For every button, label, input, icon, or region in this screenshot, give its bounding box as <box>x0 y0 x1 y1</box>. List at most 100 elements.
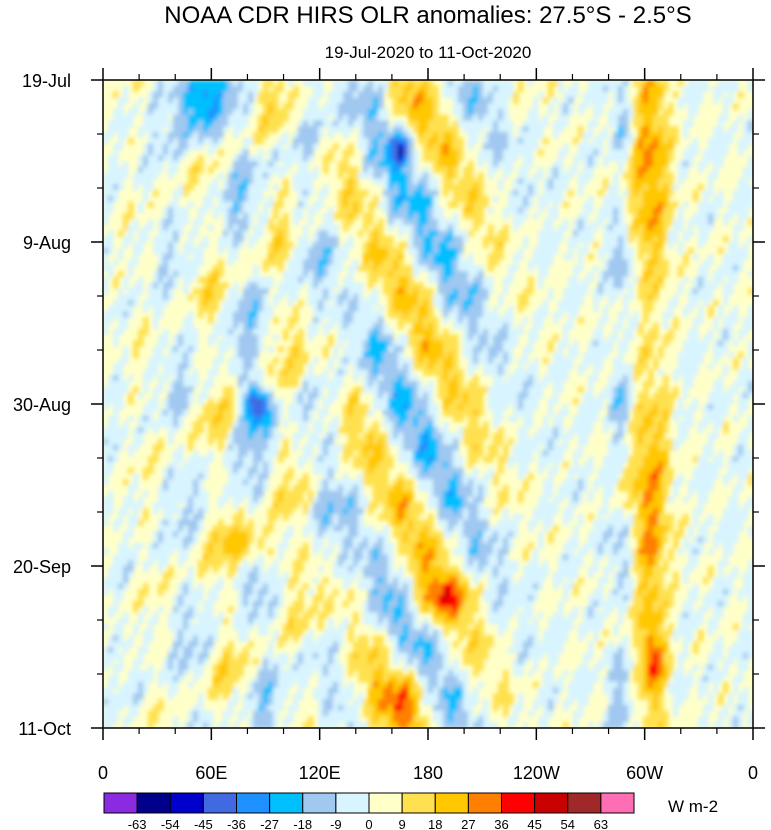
anomaly-cell <box>308 155 314 162</box>
anomaly-cell <box>188 294 194 301</box>
anomaly-cell <box>198 294 204 301</box>
anomaly-cell <box>478 265 484 272</box>
anomaly-cell <box>608 270 614 278</box>
anomaly-cell <box>103 172 109 179</box>
anomaly-cell <box>623 294 629 301</box>
anomaly-cell <box>268 276 274 284</box>
anomaly-cell <box>168 103 174 110</box>
anomaly-cell <box>643 155 649 162</box>
anomaly-cell <box>443 398 449 405</box>
anomaly-cell <box>403 380 409 388</box>
anomaly-cell <box>528 155 534 162</box>
anomaly-cell <box>648 137 654 145</box>
anomaly-cell <box>503 172 509 179</box>
anomaly-cell <box>163 242 169 249</box>
anomaly-cell <box>478 91 484 98</box>
anomaly-cell <box>308 404 314 411</box>
anomaly-cell <box>628 103 634 110</box>
anomaly-cell <box>643 103 649 110</box>
anomaly-cell <box>303 132 309 139</box>
anomaly-cell <box>458 236 464 243</box>
anomaly-cell <box>348 323 354 330</box>
anomaly-cell <box>163 236 169 243</box>
anomaly-cell <box>743 143 749 151</box>
anomaly-cell <box>723 392 729 399</box>
anomaly-cell <box>423 114 429 122</box>
anomaly-cell <box>588 143 594 151</box>
anomaly-cell <box>173 242 179 249</box>
anomaly-cell <box>303 172 309 179</box>
anomaly-cell <box>558 380 564 388</box>
anomaly-cell <box>228 201 234 208</box>
anomaly-cell <box>213 276 219 284</box>
anomaly-cell <box>378 91 384 98</box>
anomaly-cell <box>173 218 179 226</box>
anomaly-cell <box>318 282 324 289</box>
anomaly-cell <box>648 184 654 191</box>
anomaly-cell <box>593 346 599 353</box>
anomaly-cell <box>648 328 654 336</box>
anomaly-cell <box>663 189 669 197</box>
anomaly-cell <box>358 126 364 133</box>
anomaly-cell <box>523 346 529 353</box>
anomaly-cell <box>233 207 239 214</box>
anomaly-cell <box>633 404 639 411</box>
anomaly-cell <box>603 132 609 139</box>
anomaly-cell <box>653 288 659 295</box>
anomaly-cell <box>658 126 664 133</box>
anomaly-cell <box>428 178 434 185</box>
anomaly-cell <box>398 346 404 353</box>
anomaly-cell <box>488 276 494 284</box>
anomaly-cell <box>413 189 419 197</box>
anomaly-cell <box>208 91 214 98</box>
anomaly-cell <box>493 392 499 399</box>
anomaly-cell <box>293 282 299 289</box>
anomaly-cell <box>598 351 604 359</box>
anomaly-cell <box>413 351 419 359</box>
anomaly-cell <box>163 369 169 376</box>
anomaly-cell <box>208 299 214 307</box>
anomaly-cell <box>653 265 659 272</box>
anomaly-cell <box>293 392 299 399</box>
anomaly-cell <box>273 357 279 365</box>
anomaly-cell <box>618 276 624 284</box>
anomaly-cell <box>598 137 604 145</box>
anomaly-cell <box>708 288 714 295</box>
anomaly-cell <box>608 207 614 214</box>
anomaly-cell <box>328 270 334 278</box>
anomaly-cell <box>668 126 674 133</box>
anomaly-cell <box>328 224 334 232</box>
anomaly-cell <box>643 132 649 139</box>
anomaly-cell <box>123 166 129 174</box>
anomaly-cell <box>348 207 354 214</box>
anomaly-cell <box>413 392 419 399</box>
anomaly-cell <box>353 323 359 330</box>
anomaly-cell <box>703 230 709 237</box>
anomaly-cell <box>188 351 194 359</box>
anomaly-cell <box>143 120 149 127</box>
anomaly-cell <box>383 178 389 185</box>
anomaly-cell <box>158 80 164 87</box>
anomaly-cell <box>428 409 434 417</box>
anomaly-cell <box>543 137 549 145</box>
anomaly-cell <box>238 386 244 394</box>
anomaly-cell <box>298 137 304 145</box>
anomaly-cell <box>243 218 249 226</box>
anomaly-cell <box>268 155 274 162</box>
anomaly-cell <box>693 253 699 260</box>
anomaly-cell <box>503 380 509 388</box>
anomaly-cell <box>548 213 554 220</box>
anomaly-cell <box>258 404 264 411</box>
anomaly-cell <box>673 317 679 324</box>
anomaly-cell <box>738 334 744 341</box>
anomaly-cell <box>718 132 724 139</box>
anomaly-cell <box>673 294 679 301</box>
anomaly-cell <box>228 184 234 191</box>
anomaly-cell <box>303 259 309 266</box>
anomaly-cell <box>298 213 304 220</box>
anomaly-cell <box>188 247 194 255</box>
anomaly-cell <box>408 404 414 411</box>
anomaly-cell <box>628 288 634 295</box>
anomaly-cell <box>228 218 234 226</box>
anomaly-cell <box>133 386 139 394</box>
